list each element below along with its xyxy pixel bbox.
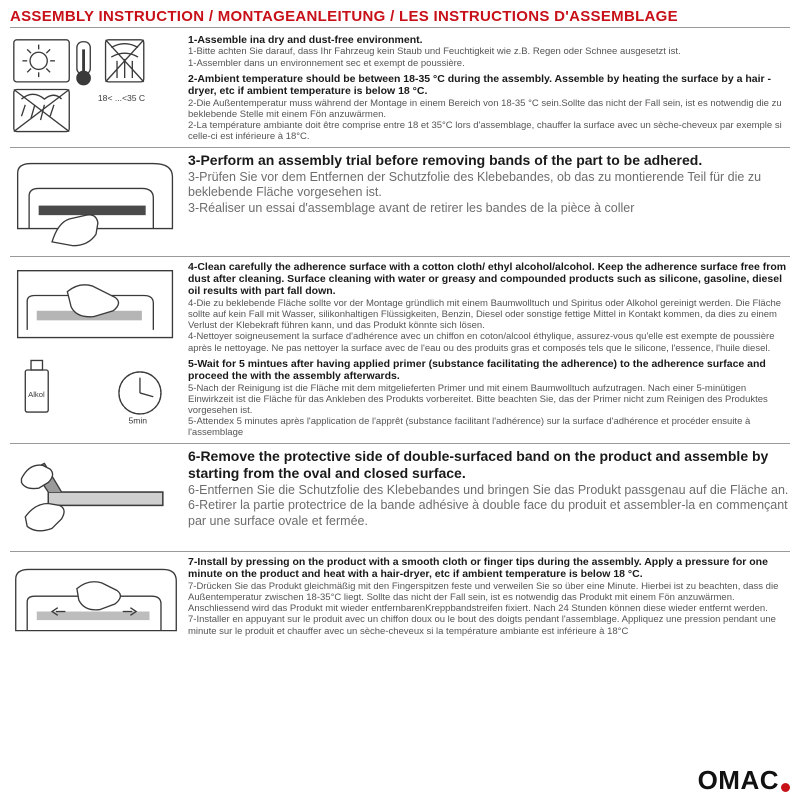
step-5-text: 7-Install by pressing on the product wit…: [188, 556, 790, 637]
clean-icon: Alkol 5min: [10, 263, 182, 425]
step-4-text: 6-Remove the protective side of double-s…: [188, 448, 790, 530]
step-1-illustration: 18< ...<35 C: [10, 34, 188, 143]
step-2-text: 3-Perform an assembly trial before remov…: [188, 152, 790, 216]
step-2-1-fr: 3-Réaliser un essai d'assemblage avant d…: [188, 201, 790, 217]
step-1-2-de: 2-Die Außentemperatur muss während der M…: [188, 98, 790, 120]
step-1-group-1: 1-Assemble ina dry and dust-free environ…: [188, 34, 790, 69]
press-icon: [10, 558, 182, 644]
env-icon: 18< ...<35 C: [10, 36, 182, 141]
step-4-group-1: 6-Remove the protective side of double-s…: [188, 448, 790, 530]
step-3-illustration: Alkol 5min: [10, 261, 188, 427]
trial-icon: [10, 154, 182, 250]
brand-text: OMAC: [698, 765, 779, 796]
step-3-2-en: 5-Wait for 5 mintues after having applie…: [188, 358, 790, 383]
step-5-group-1: 7-Install by pressing on the product wit…: [188, 556, 790, 637]
step-3-text: 4-Clean carefully the adherence surface …: [188, 261, 790, 439]
step-4-1-en: 6-Remove the protective side of double-s…: [188, 448, 790, 483]
instruction-sheet: ASSEMBLY INSTRUCTION / MONTAGEANLEITUNG …: [0, 0, 800, 800]
step-1: 18< ...<35 C 1-Assemble ina dry and dust…: [10, 30, 790, 148]
step-1-text: 1-Assemble ina dry and dust-free environ…: [188, 34, 790, 142]
page-title: ASSEMBLY INSTRUCTION / MONTAGEANLEITUNG …: [10, 8, 790, 25]
peel-icon: [10, 450, 182, 546]
temp-range-label: 18< ...<35 C: [98, 93, 145, 103]
step-3-1-en: 4-Clean carefully the adherence surface …: [188, 261, 790, 298]
step-3-group-1: 4-Clean carefully the adherence surface …: [188, 261, 790, 354]
step-3-2-de: 5-Nach der Reinigung ist die Fläche mit …: [188, 383, 790, 417]
step-2: 3-Perform an assembly trial before remov…: [10, 148, 790, 257]
brand-logo: OMAC: [698, 765, 790, 796]
step-2-1-en: 3-Perform an assembly trial before remov…: [188, 152, 790, 170]
step-5-1-de: 7-Drücken Sie das Produkt gleichmäßig mi…: [188, 581, 790, 615]
step-5-1-fr: 7-Installer en appuyant sur le produit a…: [188, 614, 790, 636]
step-1-1-en: 1-Assemble ina dry and dust-free environ…: [188, 34, 790, 46]
step-1-1-fr: 1-Assembler dans un environnement sec et…: [188, 58, 790, 69]
step-3-2-fr: 5-Attendex 5 minutes après l'application…: [188, 416, 790, 438]
step-4-1-de: 6-Entfernen Sie die Schutzfolie des Kleb…: [188, 483, 790, 499]
step-5: 7-Install by pressing on the product wit…: [10, 552, 790, 650]
alcohol-label: Alkol: [28, 389, 45, 398]
step-2-illustration: [10, 152, 188, 252]
step-4-1-fr: 6-Retirer la partie protectrice de la ba…: [188, 498, 790, 529]
step-3-1-fr: 4-Nettoyer soigneusement la surface d'ad…: [188, 331, 790, 353]
title-bar: ASSEMBLY INSTRUCTION / MONTAGEANLEITUNG …: [10, 8, 790, 28]
step-1-2-fr: 2-La température ambiante doit être comp…: [188, 120, 790, 142]
step-2-group-1: 3-Perform an assembly trial before remov…: [188, 152, 790, 216]
step-1-1-de: 1-Bitte achten Sie darauf, dass Ihr Fahr…: [188, 46, 790, 57]
step-5-illustration: [10, 556, 188, 646]
step-3-group-2: 5-Wait for 5 mintues after having applie…: [188, 358, 790, 439]
step-2-1-de: 3-Prüfen Sie vor dem Entfernen der Schut…: [188, 170, 790, 201]
step-4-illustration: [10, 448, 188, 548]
step-3: Alkol 5min 4-Clean carefully the adheren…: [10, 257, 790, 444]
brand-dot-icon: [781, 783, 790, 792]
wait-label: 5min: [128, 415, 147, 425]
step-3-1-de: 4-Die zu beklebende Fläche sollte vor de…: [188, 298, 790, 332]
step-5-1-en: 7-Install by pressing on the product wit…: [188, 556, 790, 581]
step-1-2-en: 2-Ambient temperature should be between …: [188, 73, 790, 98]
footer: OMAC: [10, 763, 790, 796]
step-1-group-2: 2-Ambient temperature should be between …: [188, 73, 790, 143]
step-4: 6-Remove the protective side of double-s…: [10, 444, 790, 553]
